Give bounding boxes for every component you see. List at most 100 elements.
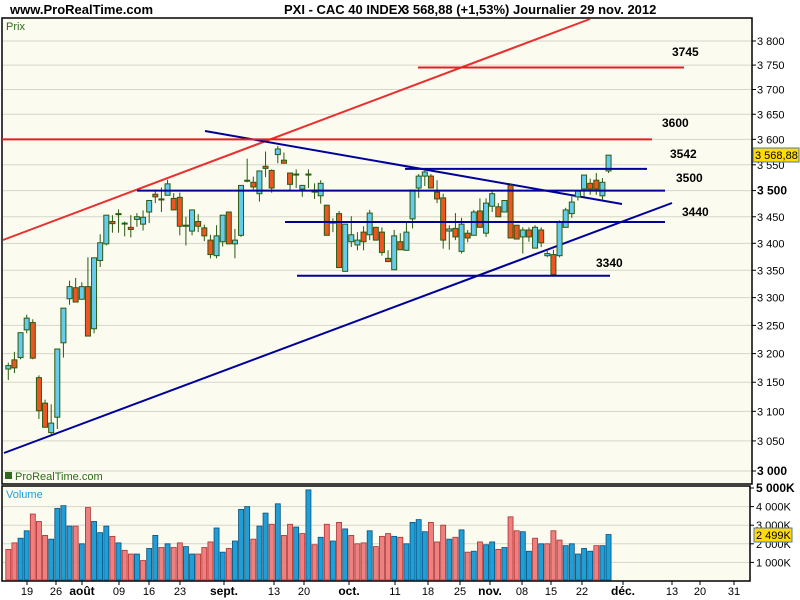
volume-bar-down (440, 524, 447, 581)
date-tick-label: 13 (268, 586, 280, 598)
candle (305, 169, 312, 188)
candle-body-up (519, 229, 526, 238)
candle-body-up (78, 286, 85, 300)
last-price-badge-bg (752, 147, 800, 163)
red-trend-line[interactable] (2, 18, 591, 241)
candle-body-up (60, 307, 67, 344)
level-lines[interactable]: 3745 3600 3542 3500 3440 3340 (2, 45, 709, 277)
price-tick-label: 3 800 (757, 36, 785, 48)
volume-bar-down (495, 548, 502, 581)
date-tick-label: 31 (728, 586, 740, 598)
candle-body-up (568, 201, 575, 215)
volume-bar-down (299, 533, 306, 581)
price-tick-label: 3 100 (757, 406, 785, 418)
candle-body-down (587, 182, 594, 190)
price-panel[interactable] (1, 17, 753, 485)
candle-body-up (305, 173, 312, 176)
volume-bar-up (238, 508, 244, 581)
candle (507, 183, 514, 239)
price-panel-title: Prix (6, 21, 25, 33)
candle (391, 229, 398, 271)
candle (274, 145, 281, 164)
watermark-text: ProRealTime.com (15, 471, 103, 483)
price-tick-label: 3 350 (757, 265, 785, 277)
volume-bar-down (127, 553, 134, 581)
candle-body-up (489, 193, 496, 207)
volume-bar-up (581, 548, 587, 581)
volume-bar-down (507, 516, 514, 581)
level-label-3600: 3600 (662, 116, 689, 130)
volume-bar-down (11, 542, 18, 581)
candle-body-down (372, 226, 379, 241)
candle (170, 193, 177, 211)
candle (140, 210, 147, 231)
candle-body-down (158, 198, 165, 201)
candle-body-down (127, 226, 134, 230)
volume-bar-down (477, 541, 483, 581)
candle-body-down (507, 184, 514, 239)
candle (103, 214, 110, 246)
volume-bar-up (97, 532, 104, 581)
candle (219, 214, 226, 247)
volume-bar-down (36, 521, 42, 581)
volume-bar-down (42, 535, 48, 581)
price-tick-label: 3 500 (757, 184, 787, 198)
candle-body-down (550, 254, 557, 276)
volume-bar-down (201, 547, 208, 581)
volume-bar-up (152, 535, 159, 581)
volume-bar-up (23, 530, 30, 581)
volume-bar-down (29, 513, 36, 581)
volume-bar-up (66, 525, 73, 581)
volume-bar-down (311, 544, 318, 581)
candle (201, 224, 208, 242)
candle (366, 209, 373, 241)
volume-bar-down (225, 548, 232, 581)
last-volume-badge-bg (753, 527, 793, 543)
volume-bars (5, 489, 612, 581)
volume-bar-down (379, 535, 385, 581)
descending-trend-line[interactable] (204, 130, 623, 205)
volume-bar-up (501, 547, 508, 581)
candle-body-up (23, 317, 30, 331)
volume-bar-up (409, 522, 416, 581)
candle-body-down (109, 221, 116, 225)
candle (66, 280, 73, 305)
candle (231, 228, 238, 259)
volume-bar-up (91, 521, 97, 581)
candle (513, 224, 520, 240)
site-name[interactable]: www.ProRealTime.com (9, 2, 153, 17)
level-label-3542: 3542 (670, 147, 697, 161)
price-tick-label: 3 600 (757, 134, 785, 146)
candle-body-up (66, 286, 73, 300)
candle-body-up (446, 228, 453, 232)
candle-body-up (581, 174, 588, 190)
candle (127, 215, 134, 238)
candle (244, 158, 251, 183)
candle (23, 314, 30, 334)
price-axis[interactable]: 3 000 3 050 3 100 3 150 3 200 3 250 3 300 3 350… (752, 36, 787, 478)
price-tick-label: 3 650 (757, 109, 785, 121)
volume-bar-up (317, 536, 324, 581)
volume-bar-up (293, 526, 300, 581)
volume-bar-up (458, 529, 465, 581)
volume-bar-up (470, 550, 477, 581)
candle (538, 227, 545, 248)
candle-body-down (201, 227, 208, 237)
candle-body-down (440, 197, 447, 241)
volume-bar-up (256, 525, 263, 581)
volume-bar-up (415, 519, 422, 581)
date-axis[interactable]: 19 26 août 09 16 23 sept. 13 20 oct. 11 18 25 nov. 08 1… (21, 581, 740, 598)
volume-bar-up (446, 538, 453, 581)
volume-bar-down (513, 530, 520, 581)
candle-body-up (562, 209, 569, 228)
volume-bar-down (593, 545, 600, 581)
volume-bar-up (146, 548, 153, 581)
date-tick-label: 22 (576, 586, 588, 598)
candle (262, 151, 269, 178)
instrument-name: PXI - CAC 40 INDEX (284, 2, 406, 17)
date-tick-label: 26 (50, 586, 62, 598)
candle (146, 199, 153, 224)
candle-body-up (146, 199, 153, 213)
volume-bar-down (121, 549, 128, 581)
